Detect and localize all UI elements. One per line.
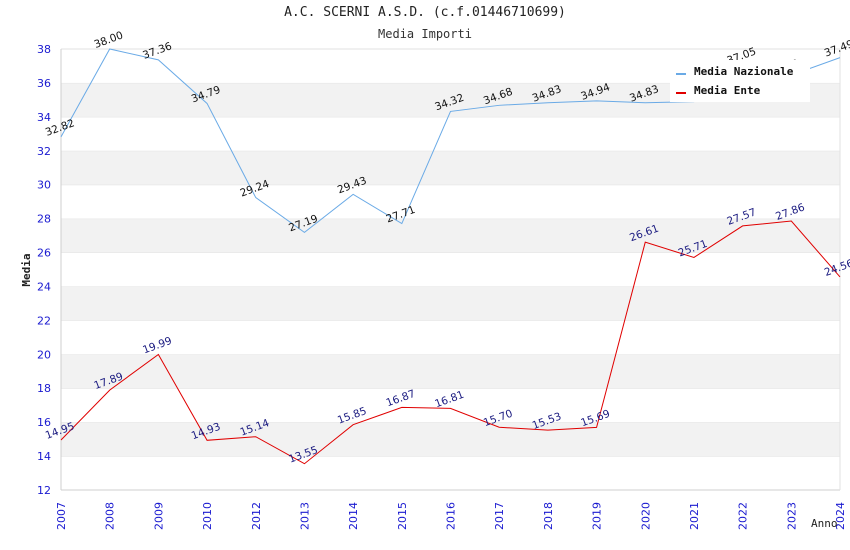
x-tick-label: 2020 xyxy=(639,502,652,530)
grid-band xyxy=(61,218,840,253)
grid-bands xyxy=(61,48,840,490)
y-tick-label: 38 xyxy=(37,43,51,56)
y-tick-label: 12 xyxy=(37,484,51,497)
y-tick-label: 18 xyxy=(37,382,51,395)
x-tick-label: 2019 xyxy=(591,502,604,530)
y-tick-label: 28 xyxy=(37,213,51,226)
y-tick-label: 20 xyxy=(37,348,51,361)
y-tick-labels: 12 14 16 18 20 22 24 26 28 30 32 34 36 38 xyxy=(37,43,51,497)
legend: Media Nazionale Media Ente xyxy=(670,60,810,102)
grid-band xyxy=(61,150,840,185)
y-tick-label: 24 xyxy=(37,280,51,293)
x-tick-label: 2012 xyxy=(250,502,263,530)
y-tick-label: 16 xyxy=(37,416,51,429)
legend-label-ente: Media Ente xyxy=(694,84,761,97)
x-tick-label: 2008 xyxy=(104,502,117,530)
x-tick-label: 2018 xyxy=(542,502,555,530)
x-tick-label: 2009 xyxy=(152,502,165,530)
data-label-nazionale: 38.00 xyxy=(92,29,124,51)
y-tick-label: 14 xyxy=(37,450,51,463)
x-tick-label: 2023 xyxy=(785,502,798,530)
axes xyxy=(60,49,841,491)
grid-band xyxy=(61,388,840,423)
y-tick-label: 32 xyxy=(37,145,51,158)
grid-band xyxy=(61,252,840,287)
x-axis-label: Anno xyxy=(811,517,838,530)
y-tick-label: 36 xyxy=(37,77,51,90)
y-axis-label: Media xyxy=(20,253,33,286)
grid-band xyxy=(61,456,840,490)
y-tick-label: 22 xyxy=(37,314,51,327)
grid-band xyxy=(61,354,840,389)
x-tick-label: 2024 xyxy=(834,502,847,530)
chart-subtitle: Media Importi xyxy=(378,27,472,41)
x-tick-label: 2014 xyxy=(347,502,360,530)
x-tick-label: 2017 xyxy=(493,502,506,530)
x-tick-label: 2007 xyxy=(55,502,68,530)
grid-band xyxy=(61,116,840,151)
x-tick-label: 2013 xyxy=(298,502,311,530)
y-tick-label: 30 xyxy=(37,179,51,192)
grid-band xyxy=(61,422,840,457)
series-line-ente xyxy=(60,220,841,465)
y-tick-label: 26 xyxy=(37,247,51,260)
legend-label-nazionale: Media Nazionale xyxy=(694,65,794,78)
x-tick-label: 2016 xyxy=(445,502,458,530)
chart-title: A.C. SCERNI A.S.D. (c.f.01446710699) xyxy=(284,5,566,20)
x-tick-label: 2021 xyxy=(688,502,701,530)
grid-band xyxy=(61,320,840,355)
x-tick-labels: 2007 2008 2009 2010 2012 2013 2014 2015 2016 2017… xyxy=(55,502,847,530)
grid-band xyxy=(61,286,840,321)
x-tick-label: 2022 xyxy=(737,502,750,530)
x-tick-label: 2015 xyxy=(396,502,409,530)
grid-band xyxy=(61,184,840,219)
legend-box xyxy=(670,60,810,102)
x-tick-label: 2010 xyxy=(201,502,214,530)
y-tick-label: 34 xyxy=(37,111,51,124)
